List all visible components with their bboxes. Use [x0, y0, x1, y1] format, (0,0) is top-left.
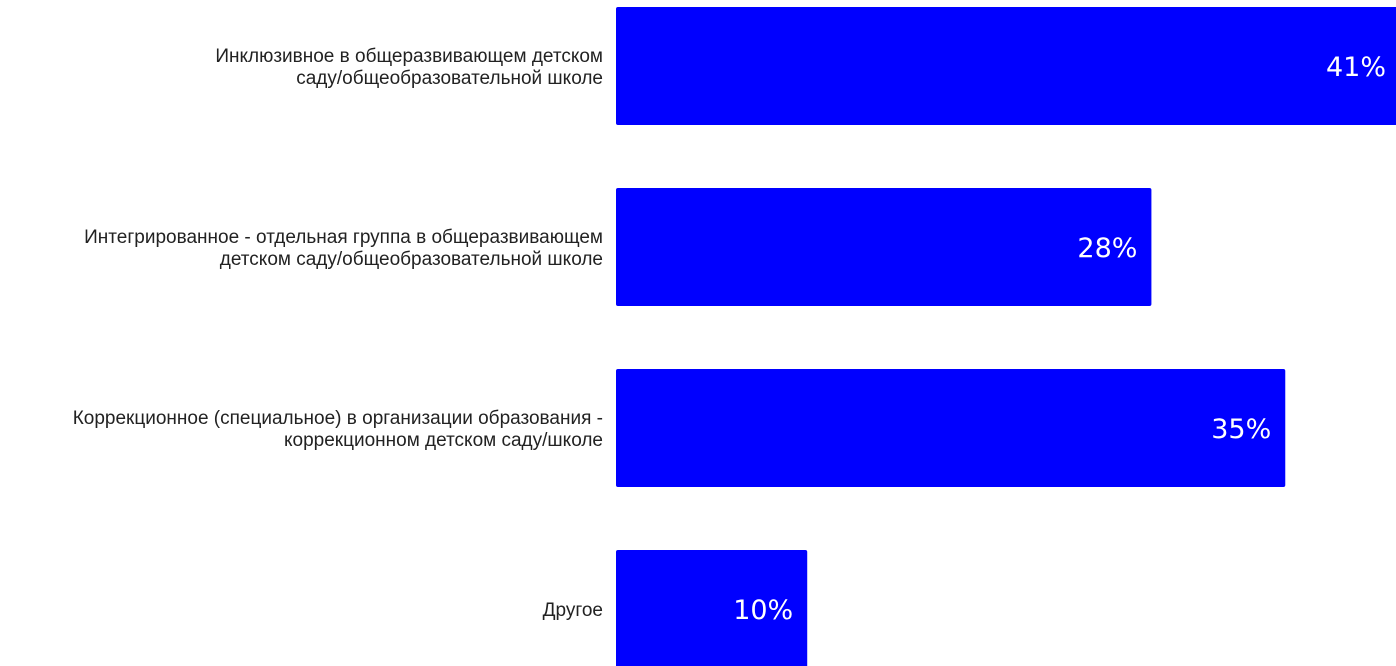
category-label-1: Инклюзивное в общеразвивающем детском сад… [215, 46, 603, 89]
category-label-4: Другое [543, 600, 603, 621]
value-label-1: 41% [1326, 52, 1386, 83]
value-label-2: 28% [1077, 233, 1137, 264]
category-label-line: коррекционном детском саду/школе [284, 430, 603, 451]
category-label-3: Коррекционное (специальное) в организаци… [73, 408, 603, 451]
bar-2 [616, 188, 1152, 306]
bar-1 [616, 7, 1396, 125]
bar-3 [616, 369, 1286, 487]
category-label-line: детском саду/общеобразовательной школе [220, 249, 603, 270]
category-label-line: саду/общеобразовательной школе [296, 68, 603, 89]
value-label-3: 35% [1211, 414, 1271, 445]
bar-4 [616, 550, 808, 666]
category-label-line: Инклюзивное в общеразвивающем детском [215, 46, 603, 67]
category-label-line: Коррекционное (специальное) в организаци… [73, 408, 603, 429]
value-label-4: 10% [733, 595, 793, 626]
category-label-line: Другое [543, 600, 603, 621]
category-label-2: Интегрированное - отдельная группа в общ… [84, 227, 603, 270]
category-label-line: Интегрированное - отдельная группа в общ… [84, 227, 603, 248]
